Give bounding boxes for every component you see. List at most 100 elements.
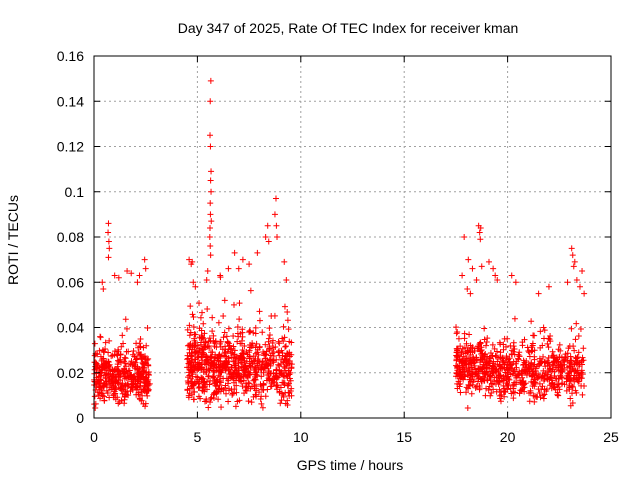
data-point xyxy=(259,361,266,368)
data-point xyxy=(265,338,272,345)
data-point xyxy=(143,382,150,389)
data-point xyxy=(209,349,216,356)
data-point xyxy=(261,364,268,371)
data-point xyxy=(526,398,533,405)
data-point xyxy=(115,274,122,281)
data-point xyxy=(275,338,282,345)
data-point xyxy=(105,358,112,365)
data-point xyxy=(277,384,284,391)
data-point xyxy=(549,361,556,368)
data-point xyxy=(575,363,582,370)
data-point xyxy=(274,234,281,240)
data-point xyxy=(571,258,578,265)
data-point xyxy=(273,356,280,363)
data-point xyxy=(516,349,523,356)
data-point xyxy=(471,366,478,373)
data-point xyxy=(455,345,462,352)
data-point xyxy=(184,364,191,371)
data-point xyxy=(217,272,224,279)
data-point xyxy=(493,348,500,355)
data-point xyxy=(96,347,103,354)
data-point xyxy=(541,373,548,380)
data-point xyxy=(257,366,264,373)
data-point xyxy=(257,381,264,388)
data-point xyxy=(511,366,518,373)
data-point xyxy=(579,391,586,398)
data-point xyxy=(255,351,262,358)
data-point xyxy=(199,309,206,316)
data-point xyxy=(533,370,540,377)
data-point xyxy=(529,372,536,379)
data-point xyxy=(193,373,200,380)
data-point xyxy=(510,339,517,346)
data-point xyxy=(195,384,202,391)
data-point xyxy=(498,375,505,382)
data-point xyxy=(256,308,263,315)
data-point xyxy=(491,378,498,385)
data-point xyxy=(580,357,587,364)
data-point xyxy=(247,328,254,335)
data-point xyxy=(490,386,497,393)
data-point xyxy=(133,383,140,390)
data-point xyxy=(199,364,206,371)
data-point xyxy=(280,338,287,345)
axis-ticks: 0 0.02 0.04 0.06 0.08 0.1 0.12 0.14 0.16 0 5 10 15 20… xyxy=(57,48,619,445)
data-point xyxy=(281,258,288,265)
data-point xyxy=(538,359,545,366)
data-point xyxy=(123,325,130,332)
data-point xyxy=(246,261,253,268)
data-point xyxy=(461,234,468,240)
data-point xyxy=(288,339,295,346)
data-point xyxy=(477,224,484,231)
data-point xyxy=(92,404,99,411)
data-point xyxy=(122,382,129,389)
data-point xyxy=(213,390,220,397)
data-point xyxy=(488,368,495,375)
data-point xyxy=(276,352,283,359)
data-point xyxy=(469,381,476,388)
data-point xyxy=(233,353,240,360)
data-point xyxy=(207,224,214,231)
data-point xyxy=(280,323,287,330)
data-point xyxy=(531,353,538,360)
data-point xyxy=(541,391,548,398)
data-point xyxy=(97,384,104,391)
data-point xyxy=(207,395,214,402)
data-point xyxy=(483,385,490,392)
data-point xyxy=(98,366,105,373)
data-point xyxy=(512,360,519,367)
data-point xyxy=(122,373,129,380)
data-point xyxy=(272,195,279,202)
data-point xyxy=(461,330,468,337)
data-point xyxy=(538,374,545,381)
data-point xyxy=(234,338,241,345)
data-point xyxy=(248,399,255,406)
data-point xyxy=(187,385,194,392)
data-point xyxy=(574,354,581,361)
data-point xyxy=(196,300,203,307)
data-point xyxy=(236,300,243,307)
data-point xyxy=(141,366,148,373)
data-point xyxy=(477,339,484,346)
data-point xyxy=(220,334,227,341)
data-point xyxy=(134,279,141,286)
y-tick-label: 0.08 xyxy=(57,229,84,245)
data-point xyxy=(271,211,278,218)
data-point xyxy=(145,387,152,393)
data-point xyxy=(500,341,507,348)
data-point xyxy=(258,373,265,380)
data-point xyxy=(276,340,283,347)
data-point xyxy=(185,394,192,401)
data-point xyxy=(570,343,577,350)
data-point xyxy=(224,339,231,346)
data-point xyxy=(520,377,527,384)
data-point xyxy=(211,394,218,401)
data-point xyxy=(231,249,238,256)
data-point xyxy=(121,354,128,361)
data-point xyxy=(222,367,229,374)
data-point xyxy=(221,329,228,336)
data-point xyxy=(199,345,206,352)
data-point xyxy=(239,346,246,353)
data-point xyxy=(145,371,152,378)
data-point xyxy=(467,290,474,297)
